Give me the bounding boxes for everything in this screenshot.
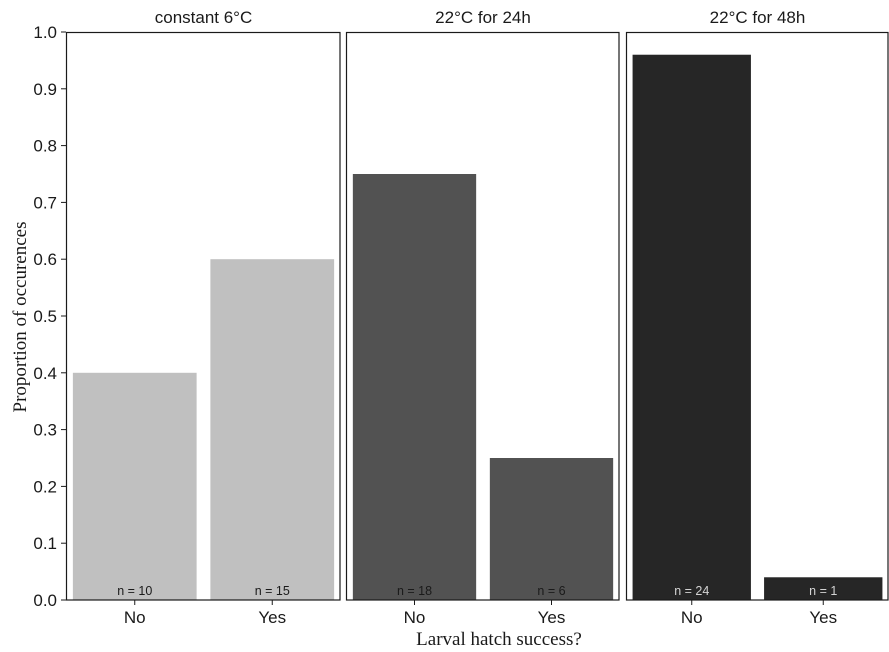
bar xyxy=(352,174,477,600)
bar xyxy=(489,458,614,600)
y-tick-label: 0.0 xyxy=(33,591,57,610)
n-label: n = 24 xyxy=(674,584,709,598)
y-tick-label: 0.3 xyxy=(33,421,57,440)
bar xyxy=(632,54,751,601)
facet-title: 22°C for 48h xyxy=(710,8,806,27)
facet-panel: 22°C for 48h n = 24 No n = 1 Yes xyxy=(625,8,889,627)
facet-title: 22°C for 24h xyxy=(435,8,531,27)
y-axis: 0.0 0.1 0.2 0.3 0.4 0.5 0.6 0.7 0.8 0.9 1.0 xyxy=(33,23,66,610)
panel-border xyxy=(625,31,889,601)
facet-title: constant 6°C xyxy=(155,8,253,27)
y-tick-label: 0.9 xyxy=(33,80,57,99)
y-tick-label: 0.4 xyxy=(33,364,57,383)
y-tick-label: 0.2 xyxy=(33,477,57,496)
x-tick-label: Yes xyxy=(538,608,566,627)
y-tick-label: 0.8 xyxy=(33,137,57,156)
n-label: n = 18 xyxy=(397,584,432,598)
panel-border xyxy=(345,31,620,601)
y-tick-label: 0.1 xyxy=(33,534,57,553)
x-tick-label: Yes xyxy=(258,608,286,627)
y-tick-label: 0.7 xyxy=(33,193,57,212)
facet-panel: constant 6°C n = 10 No n = 15 Yes xyxy=(65,8,341,627)
x-tick-label: No xyxy=(681,608,703,627)
bar xyxy=(764,577,883,600)
n-label: n = 1 xyxy=(809,584,837,598)
facet-panel: 22°C for 24h n = 18 No n = 6 Yes xyxy=(345,8,620,627)
x-tick-label: Yes xyxy=(809,608,837,627)
n-label: n = 15 xyxy=(255,584,290,598)
x-tick-label: No xyxy=(124,608,146,627)
y-tick-label: 0.6 xyxy=(33,250,57,269)
x-axis-title: Larval hatch success? xyxy=(416,629,582,650)
n-label: n = 10 xyxy=(117,584,152,598)
panel-border xyxy=(65,31,341,601)
bar xyxy=(210,259,335,600)
bar xyxy=(72,372,197,600)
n-label: n = 6 xyxy=(537,584,565,598)
y-tick-label: 0.5 xyxy=(33,307,57,326)
y-axis-title: Proportion of occurences xyxy=(10,222,31,413)
y-tick-label: 1.0 xyxy=(33,23,57,42)
x-tick-label: No xyxy=(404,608,426,627)
